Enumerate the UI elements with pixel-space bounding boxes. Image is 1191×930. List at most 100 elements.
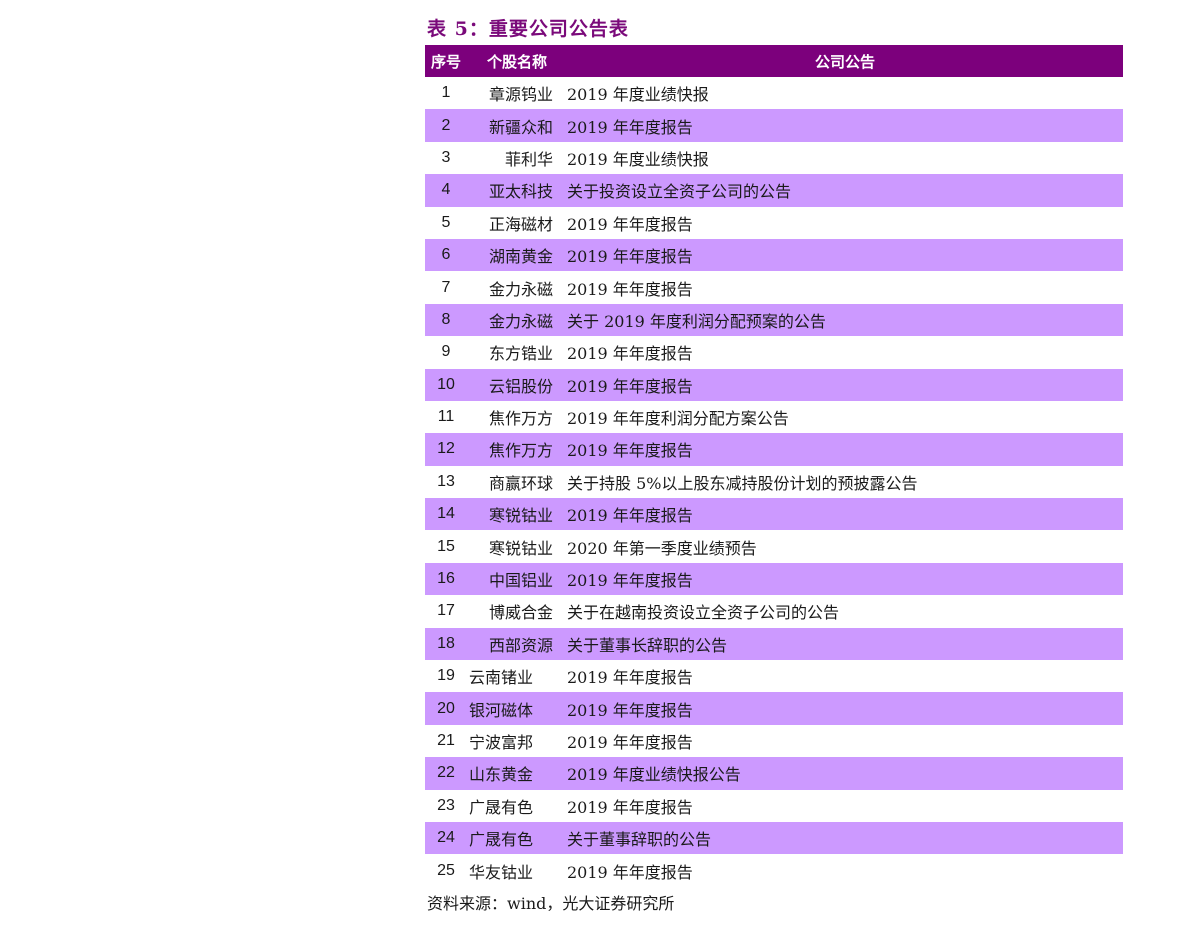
table-row: 1 章源钨业 2019 年度业绩快报 [425,77,1123,109]
row-number: 25 [437,861,455,879]
row-notice: 2019 年年度报告 [567,214,693,234]
row-number: 5 [441,213,451,231]
row-stock-name: 云南锗业 [469,668,534,688]
table-row: 11 焦作万方 2019 年年度利润分配方案公告 [425,401,1123,433]
row-notice: 2019 年度业绩快报 [567,149,709,169]
row-notice: 2019 年年度报告 [567,279,693,299]
table-row: 18 西部资源 关于董事长辞职的公告 [425,627,1123,661]
row-stock-name: 银河磁体 [467,692,567,725]
row-stock-name: 焦作万方 [488,409,553,429]
row-notice: 2019 年年度报告 [567,344,693,364]
row-stock-name: 亚太科技 [467,174,567,207]
table-row: 5 正海磁材 2019 年年度报告 [425,207,1123,239]
row-notice: 2019 年年度报告 [567,733,693,752]
row-number: 3 [441,148,451,166]
table-row: 4 亚太科技 关于投资设立全资子公司的公告 [425,174,1123,207]
row-stock-name: 云铝股份 [467,368,567,401]
row-number: 18 [425,627,467,661]
header-notice: 公司公告 [567,45,1123,77]
row-stock-name: 东方锆业 [488,344,553,364]
row-number: 24 [425,821,467,855]
table-row: 23 广晟有色 2019 年年度报告 [425,790,1123,822]
row-notice: 2019 年年度报告 [567,109,1123,142]
row-notice: 关于在越南投资设立全资子公司的公告 [567,603,840,623]
row-notice: 2019 年度业绩快报公告 [567,757,1123,790]
row-notice: 2019 年年度报告 [567,692,1123,725]
header-no: 序号 [425,45,467,77]
row-stock-name: 金力永磁 [488,279,553,299]
row-number: 16 [425,562,467,596]
row-notice: 关于董事辞职的公告 [567,821,1123,855]
table-row: 16 中国铝业 2019 年年度报告 [425,562,1123,596]
table-row: 9 东方锆业 2019 年年度报告 [425,336,1123,368]
table-row: 15 寒锐钴业 2020 年第一季度业绩预告 [425,530,1123,562]
table-title: 表 5：重要公司公告表 [427,18,629,40]
table-row: 3 菲利华 2019 年度业绩快报 [425,142,1123,174]
row-number: 21 [437,732,455,749]
row-stock-name: 广晟有色 [469,797,534,817]
row-number: 23 [437,796,455,814]
table-row: 14 寒锐钴业 2019 年年度报告 [425,498,1123,531]
row-number: 17 [437,602,455,620]
announcement-table: 序号 个股名称 公司公告 1 章源钨业 2019 年度业绩快报 2 新疆众和 2019 年… [425,45,1123,887]
row-notice: 2019 年年度报告 [567,238,1123,272]
source-note: 资料来源：wind，光大证券研究所 [427,894,675,913]
row-stock-name: 华友钴业 [469,862,534,882]
row-notice: 2019 年年度报告 [567,562,1123,596]
row-notice: 2019 年年度报告 [567,433,1123,466]
row-number: 1 [441,84,451,102]
row-notice: 2019 年年度报告 [567,862,693,882]
row-stock-name: 中国铝业 [467,562,567,596]
row-number: 2 [425,109,467,142]
table-row: 24 广晟有色 关于董事辞职的公告 [425,821,1123,855]
row-notice: 2019 年年度报告 [567,498,1123,531]
row-number: 14 [425,498,467,531]
row-notice: 关于投资设立全资子公司的公告 [567,174,1123,207]
row-number: 13 [437,472,455,490]
row-stock-name: 博威合金 [488,603,553,623]
table-row: 6 湖南黄金 2019 年年度报告 [425,238,1123,272]
row-number: 22 [425,757,467,790]
row-stock-name: 正海磁材 [488,214,553,234]
row-stock-name: 山东黄金 [467,757,567,790]
row-number: 6 [425,238,467,272]
table-row: 22 山东黄金 2019 年度业绩快报公告 [425,757,1123,790]
header-stock: 个股名称 [467,45,567,77]
row-notice: 关于 2019 年度利润分配预案的公告 [567,303,1123,337]
table-row: 12 焦作万方 2019 年年度报告 [425,433,1123,466]
table-row: 10 云铝股份 2019 年年度报告 [425,368,1123,401]
row-number: 12 [425,433,467,466]
row-stock-name: 宁波富邦 [469,733,534,752]
row-stock-name: 商赢环球 [488,473,553,493]
row-number: 11 [437,408,455,426]
table-row: 20 银河磁体 2019 年年度报告 [425,692,1123,725]
table-row: 7 金力永磁 2019 年年度报告 [425,271,1123,303]
row-notice: 2019 年度业绩快报 [567,85,709,105]
row-notice: 2019 年年度报告 [567,368,1123,401]
row-stock-name: 金力永磁 [467,303,567,337]
row-notice: 关于董事长辞职的公告 [567,627,1123,661]
row-stock-name: 湖南黄金 [467,238,567,272]
table-row: 13 商赢环球 关于持股 5%以上股东减持股份计划的预披露公告 [425,466,1123,498]
row-number: 20 [425,692,467,725]
row-stock-name: 焦作万方 [467,433,567,466]
table-row: 17 博威合金 关于在越南投资设立全资子公司的公告 [425,595,1123,627]
table-header-row: 序号 个股名称 公司公告 [425,45,1123,77]
row-notice: 2019 年年度利润分配方案公告 [567,409,789,429]
row-notice: 2020 年第一季度业绩预告 [567,538,757,558]
table-row: 19 云南锗业 2019 年年度报告 [425,660,1123,692]
row-number: 7 [441,278,451,296]
row-stock-name: 西部资源 [467,627,567,661]
row-number: 19 [437,667,455,685]
row-stock-name: 广晟有色 [467,821,567,855]
row-stock-name: 新疆众和 [467,109,567,142]
row-number: 8 [425,303,467,337]
row-number: 4 [425,174,467,207]
row-stock-name: 寒锐钴业 [467,498,567,531]
row-notice: 2019 年年度报告 [567,668,693,688]
row-stock-name: 菲利华 [504,149,553,169]
table-row: 25 华友钴业 2019 年年度报告 [425,854,1123,886]
row-notice: 2019 年年度报告 [567,797,693,817]
row-stock-name: 寒锐钴业 [488,538,553,558]
table-row: 8 金力永磁 关于 2019 年度利润分配预案的公告 [425,303,1123,337]
